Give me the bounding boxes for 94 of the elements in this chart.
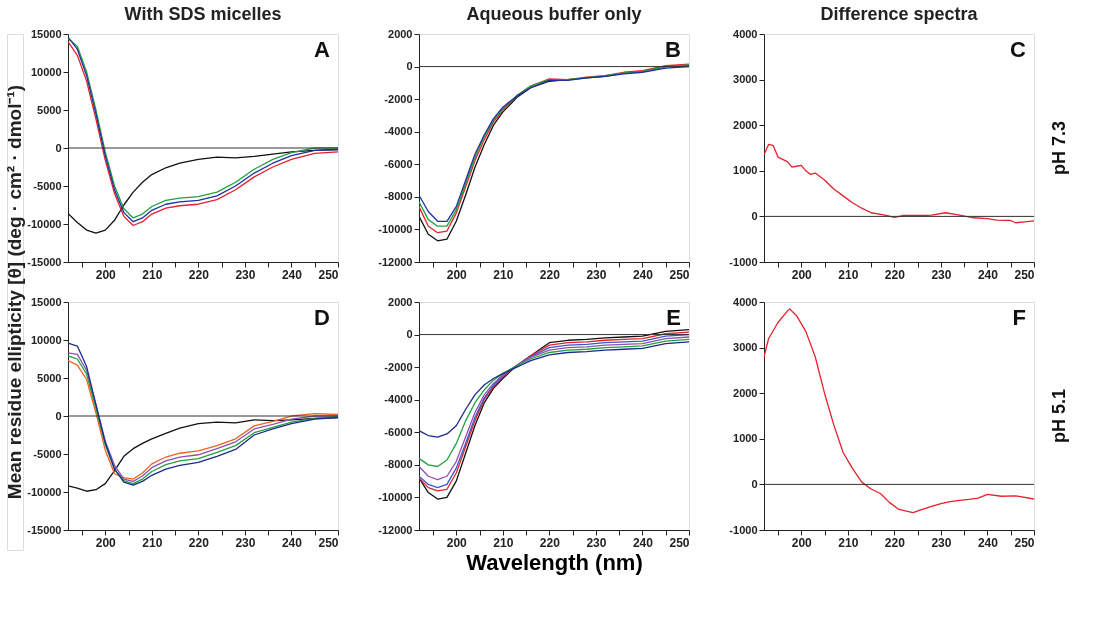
y-tick-label: -15000 [27,255,62,268]
y-tick-label: 10000 [30,333,62,346]
y-tick-label: 15000 [30,27,62,40]
y-tick-label: -10000 [378,490,413,503]
x-tick-label: 240 [977,267,999,282]
chart-title: Aqueous buffer only [466,4,642,24]
y-tick-label: -15000 [27,523,62,536]
x-tick-label: 230 [931,535,952,550]
y-tick-label: -6000 [384,425,413,438]
y-tick-label: -10000 [27,485,62,498]
y-tick-label: 15000 [30,295,62,308]
x-tick-label: 200 [791,267,813,282]
x-tick-label: 240 [977,535,999,550]
y-tick-label: 0 [406,328,413,341]
x-tick-label: 210 [493,267,514,282]
y-tick-label: -12000 [378,523,413,536]
x-tick-label: 250 [669,267,690,282]
line-series [764,308,1034,514]
y-tick-label: 0 [751,477,758,490]
x-tick-label: 250 [1014,535,1035,550]
y-tick-label: 0 [751,209,758,222]
y-tick-label: 2000 [388,27,413,40]
x-tick-label: 230 [586,267,607,282]
x-axis-title: Wavelength (nm) [466,549,643,575]
line-series [419,341,689,438]
line-series [764,143,1034,224]
x-tick-label: 240 [632,535,654,550]
x-tick-label: 220 [539,535,561,550]
x-tick-label: 200 [95,267,117,282]
y-tick-label: -6000 [384,157,413,170]
y-tick-label: -1000 [729,255,758,268]
x-tick-label: 200 [95,535,117,550]
y-tick-label: 2000 [733,386,758,399]
y-tick-label: -10000 [378,222,413,235]
y-tick-label: -4000 [384,125,413,138]
y-tick-label: 0 [55,141,62,154]
x-tick-label: 220 [884,267,906,282]
y-tick-label: -2000 [384,92,413,105]
y-tick-label: 3000 [733,73,758,86]
x-tick-label: 200 [446,535,468,550]
x-tick-label: 230 [235,267,256,282]
y-tick-label: -5000 [33,447,62,460]
y-tick-label: 5000 [37,103,62,116]
annotation: A [314,37,331,62]
y-tick-label: 0 [406,60,413,73]
y-tick-label: 2000 [733,118,758,131]
annotation: C [1010,37,1027,62]
y2-axis-title: pH 5.1 [1049,388,1069,444]
y-tick-label: 3000 [733,341,758,354]
x-tick-label: 210 [493,535,514,550]
x-tick-label: 230 [931,267,952,282]
y-tick-label: -5000 [33,179,62,192]
x-tick-label: 250 [669,535,690,550]
x-tick-label: 240 [632,267,654,282]
y-tick-label: 1000 [733,164,758,177]
y-tick-label: -4000 [384,393,413,406]
x-tick-label: 210 [838,267,859,282]
y-tick-label: 0 [55,409,62,422]
x-tick-label: 210 [142,535,163,550]
x-tick-label: 230 [235,535,256,550]
y-tick-label: -10000 [27,217,62,230]
y-axis-title: Mean residue ellipticity [θ] (deg · cm² · dmol⁻¹) [4,84,25,500]
y-tick-label: -2000 [384,360,413,373]
y-tick-label: 10000 [30,65,62,78]
x-tick-label: 210 [838,535,859,550]
y2-axis-title: pH 7.3 [1049,120,1069,176]
y-tick-label: 4000 [733,295,758,308]
annotation: B [665,37,681,62]
x-tick-label: 240 [281,535,303,550]
y-tick-label: 4000 [733,27,758,40]
annotation: F [1012,305,1026,330]
x-tick-label: 230 [586,535,607,550]
x-tick-label: 220 [188,267,210,282]
x-tick-label: 250 [1014,267,1035,282]
y-tick-label: 1000 [733,432,758,445]
y-tick-label: 5000 [37,371,62,384]
x-tick-label: 220 [539,267,561,282]
x-tick-label: 250 [318,535,339,550]
chart-title: Difference spectra [820,4,979,24]
chart-title: With SDS micelles [124,4,282,24]
x-tick-label: 200 [791,535,813,550]
x-tick-label: 210 [142,267,163,282]
annotation: E [666,305,681,330]
x-tick-label: 200 [446,267,468,282]
y-tick-label: 2000 [388,295,413,308]
x-tick-label: 220 [884,535,906,550]
y-tick-label: -8000 [384,458,413,471]
x-tick-label: 240 [281,267,303,282]
x-tick-label: 250 [318,267,339,282]
y-tick-label: -1000 [729,523,758,536]
x-tick-label: 220 [188,535,210,550]
annotation: D [314,305,330,330]
y-tick-label: -8000 [384,190,413,203]
y-tick-label: -12000 [378,255,413,268]
